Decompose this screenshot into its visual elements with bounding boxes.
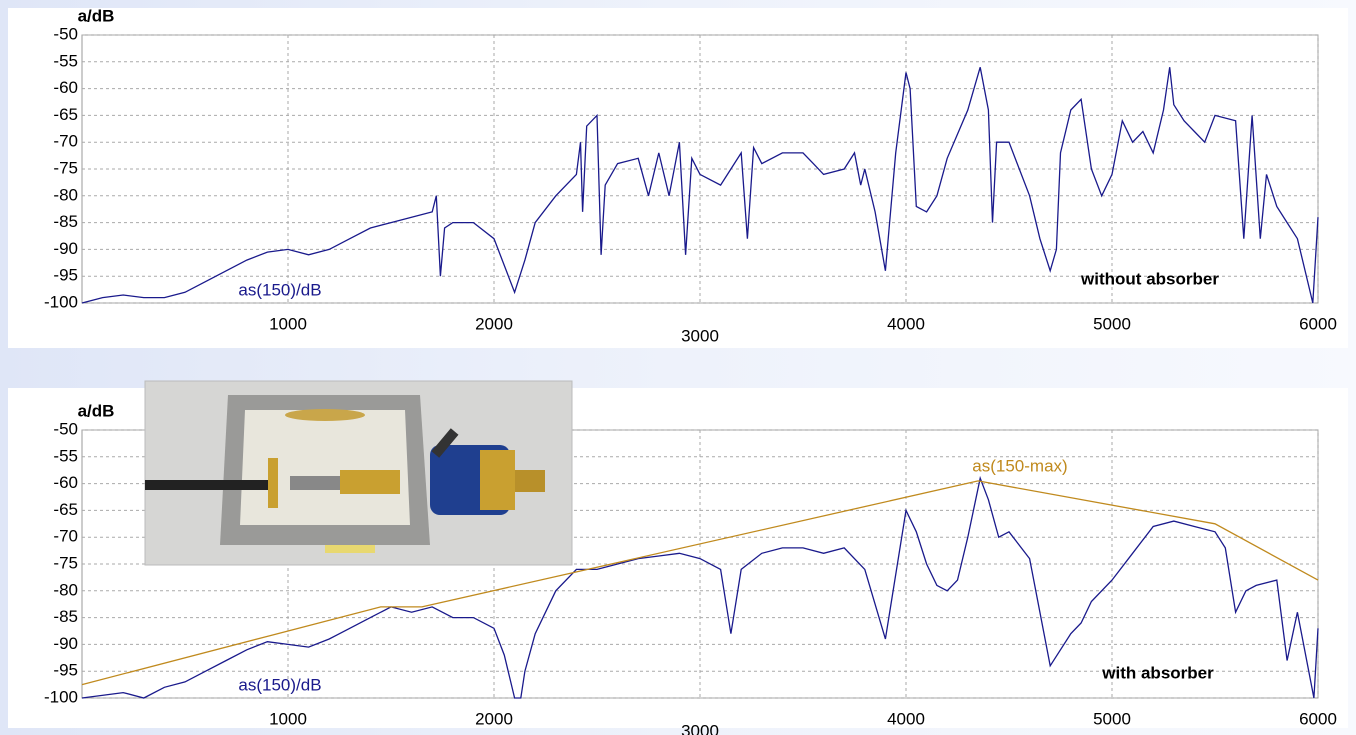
x-tick-label: 2000: [475, 709, 513, 728]
y-tick-label: -55: [53, 51, 78, 70]
y-axis-label: a/dB: [78, 401, 115, 420]
series-label: as(150)/dB: [238, 280, 321, 299]
y-tick-label: -85: [53, 607, 78, 626]
y-tick-label: -100: [44, 292, 78, 311]
y-tick-label: -65: [53, 105, 78, 124]
x-tick-label: 2000: [475, 314, 513, 333]
y-tick-label: -70: [53, 132, 78, 151]
y-tick-label: -75: [53, 158, 78, 177]
y-tick-label: -80: [53, 580, 78, 599]
x-tick-label: 4000: [887, 314, 925, 333]
y-tick-label: -60: [53, 78, 78, 97]
y-tick-label: -70: [53, 527, 78, 546]
annotation: with absorber: [1101, 663, 1214, 682]
x-tick-label: 5000: [1093, 709, 1131, 728]
y-tick-label: -60: [53, 473, 78, 492]
y-tick-label: -75: [53, 553, 78, 572]
x-tick-label: 4000: [887, 709, 925, 728]
y-tick-label: -50: [53, 419, 78, 438]
y-tick-label: -95: [53, 266, 78, 285]
y-tick-label: -50: [53, 24, 78, 43]
x-tick-label: 3000: [681, 326, 719, 345]
x-tick-label: 3000: [681, 721, 719, 735]
annotation: without absorber: [1080, 269, 1219, 288]
y-tick-label: -90: [53, 634, 78, 653]
y-tick-label: -65: [53, 500, 78, 519]
photo-inset: [144, 380, 573, 566]
series-label: as(150-max): [972, 456, 1067, 475]
x-tick-label: 1000: [269, 709, 307, 728]
x-tick-label: 1000: [269, 314, 307, 333]
x-tick-label: 6000: [1299, 709, 1337, 728]
series-line: [81, 475, 1319, 699]
y-tick-label: -80: [53, 185, 78, 204]
series-line: [81, 480, 1319, 686]
x-tick-label: 6000: [1299, 314, 1337, 333]
series-label: as(150)/dB: [238, 675, 321, 694]
y-tick-label: -85: [53, 212, 78, 231]
y-axis-label: a/dB: [78, 6, 115, 25]
plots: -50 -55 -60 -65 -70 -75 -80 -85 -90 -95 -100 1000 20…: [44, 6, 1337, 735]
series-line: [81, 67, 1319, 304]
x-tick-label: 5000: [1093, 314, 1131, 333]
y-tick-label: -90: [53, 239, 78, 258]
y-tick-label: -95: [53, 661, 78, 680]
y-tick-label: -55: [53, 446, 78, 465]
y-tick-label: -100: [44, 687, 78, 706]
